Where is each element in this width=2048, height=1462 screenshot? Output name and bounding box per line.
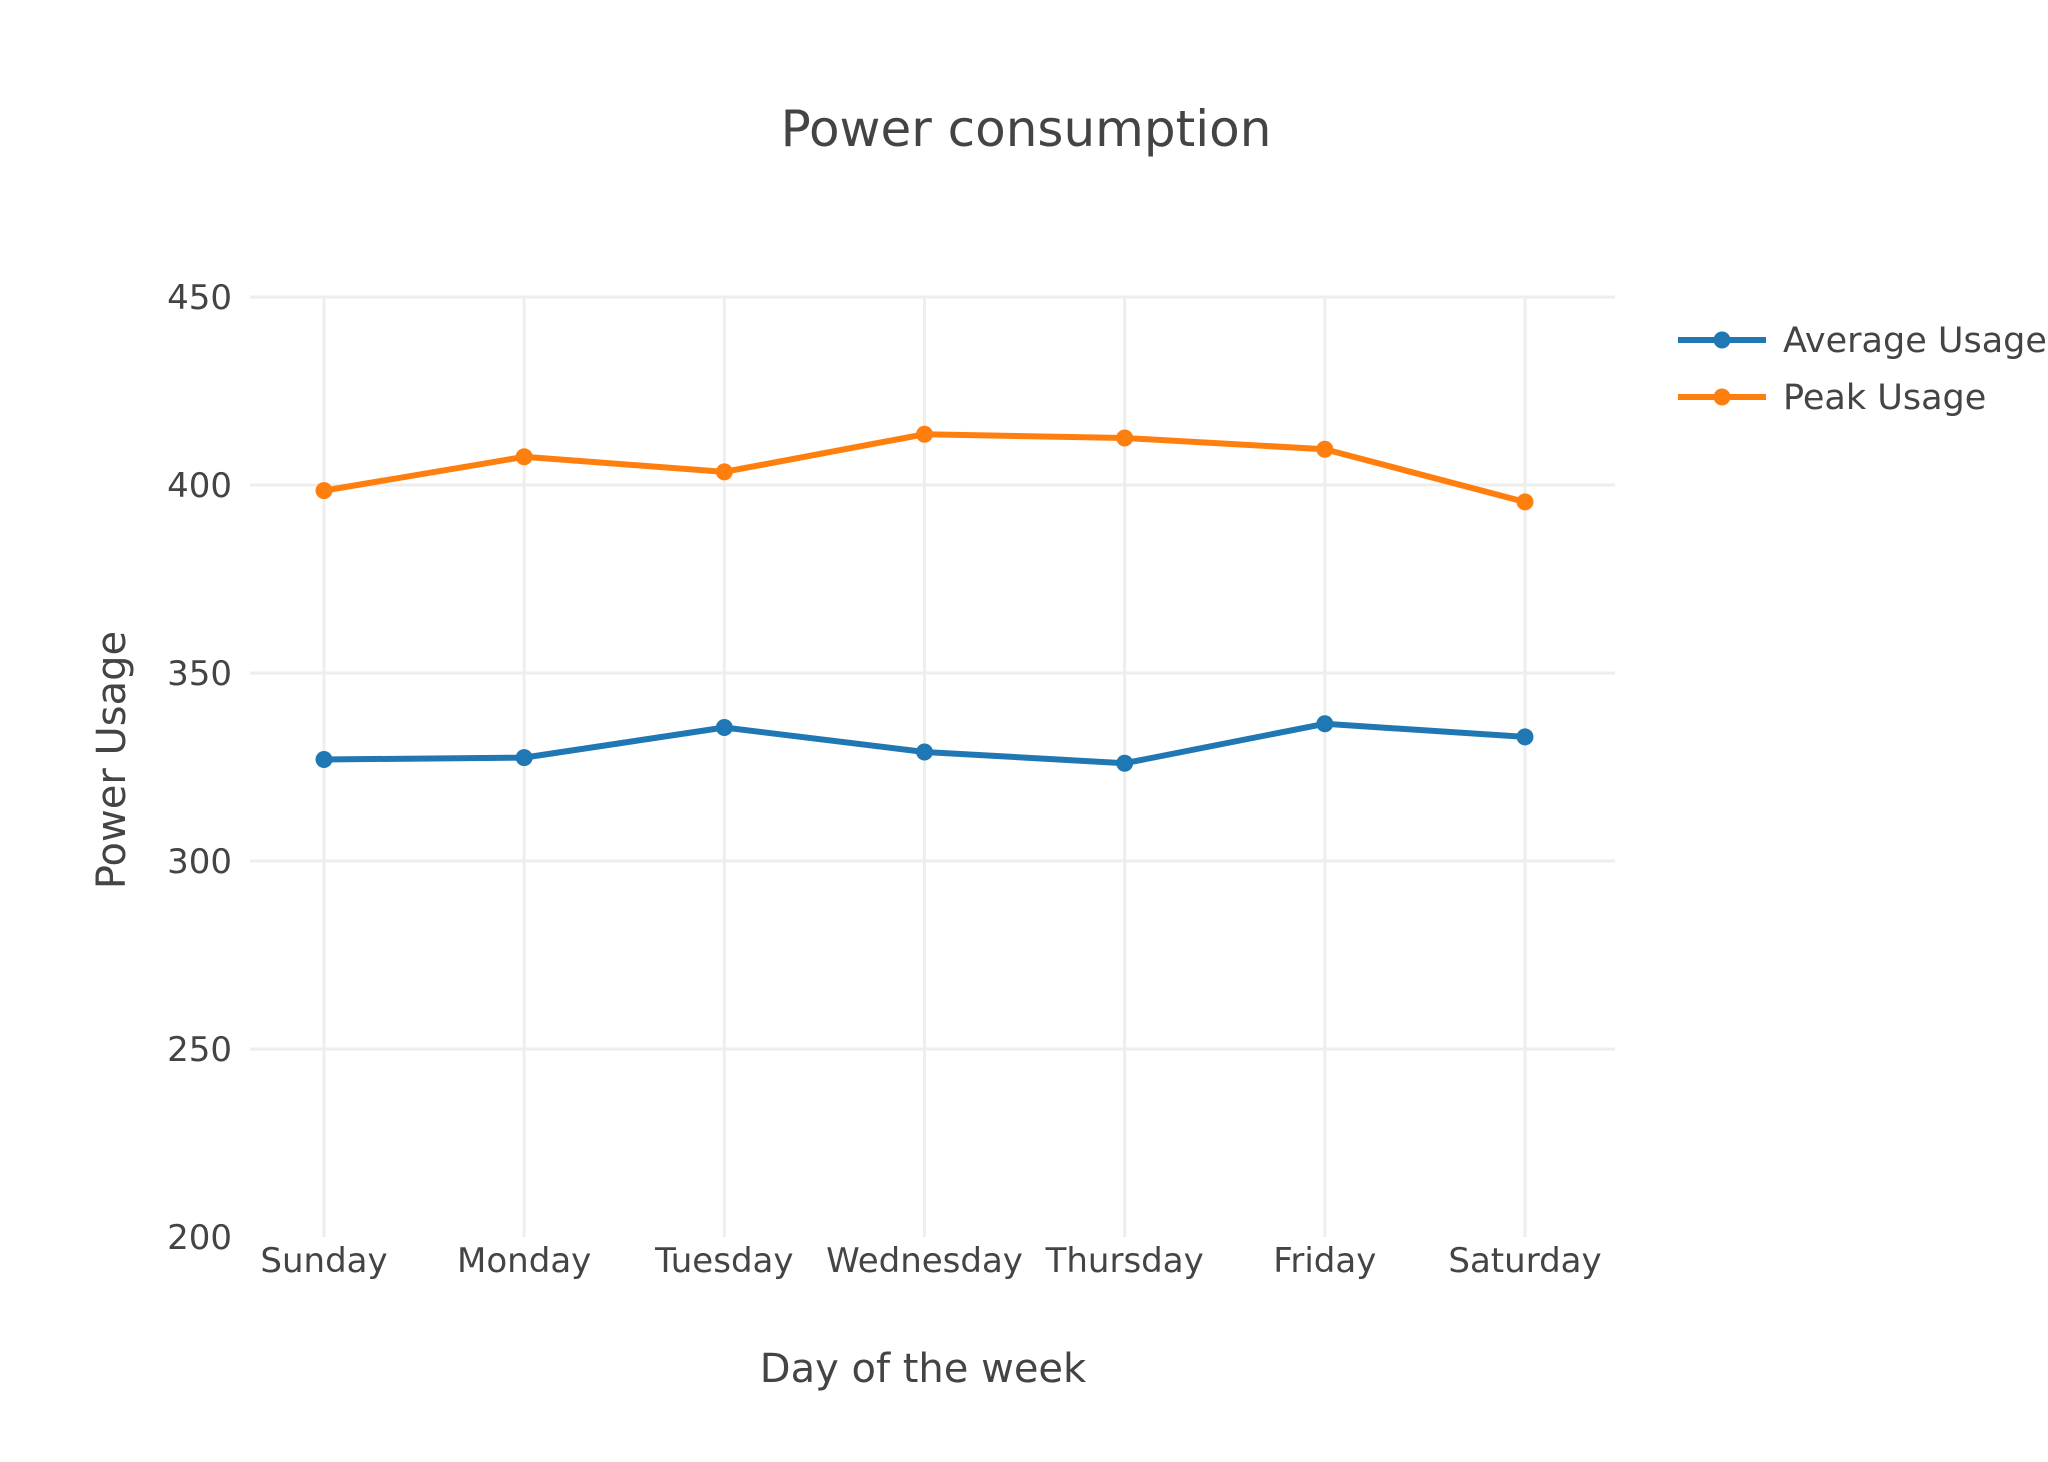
data-point	[916, 743, 933, 761]
x-axis-title: Day of the week	[760, 1346, 1087, 1392]
y-tick-label: 450	[167, 278, 232, 318]
data-point	[1316, 440, 1334, 458]
legend-item: Peak Usage	[1678, 378, 1986, 418]
x-tick-label: Saturday	[1448, 1241, 1601, 1281]
data-point	[1116, 429, 1134, 447]
data-point	[515, 448, 533, 466]
series-group	[315, 425, 1534, 772]
chart-title: Power consumption	[781, 100, 1272, 158]
legend-marker	[1713, 388, 1731, 406]
data-point	[916, 425, 933, 443]
data-point	[1116, 754, 1134, 772]
legend: Average Usage Peak Usage	[1678, 321, 2047, 418]
legend-item: Average Usage	[1678, 321, 2047, 361]
data-point	[315, 482, 333, 500]
y-tick-label: 200	[167, 1218, 232, 1258]
x-tick-label: Friday	[1273, 1241, 1376, 1281]
legend-marker	[1713, 331, 1731, 349]
x-axis: Sunday Monday Tuesday Wednesday Thursday Frid…	[260, 1241, 1601, 1281]
legend-label: Peak Usage	[1783, 378, 1986, 418]
series-0	[315, 715, 1534, 772]
y-tick-label: 400	[167, 466, 232, 506]
x-tick-label: Tuesday	[654, 1241, 793, 1281]
legend-label: Average Usage	[1783, 321, 2047, 361]
data-point	[315, 750, 333, 768]
data-point	[1316, 715, 1334, 733]
grid	[250, 295, 1615, 1237]
x-tick-label: Monday	[457, 1241, 591, 1281]
y-axis: 200 250 300 350 400 450	[167, 278, 232, 1258]
x-tick-label: Wednesday	[826, 1241, 1023, 1281]
x-tick-label: Thursday	[1045, 1241, 1204, 1281]
y-tick-label: 300	[167, 842, 232, 882]
y-tick-label: 250	[167, 1030, 232, 1070]
series-1	[315, 425, 1534, 511]
x-tick-label: Sunday	[260, 1241, 387, 1281]
y-tick-label: 350	[167, 654, 232, 694]
y-axis-title: Power Usage	[89, 631, 135, 889]
data-point	[515, 749, 533, 767]
data-point	[715, 463, 733, 481]
data-point	[1516, 728, 1534, 746]
data-point	[1516, 493, 1534, 511]
data-point	[715, 719, 733, 737]
